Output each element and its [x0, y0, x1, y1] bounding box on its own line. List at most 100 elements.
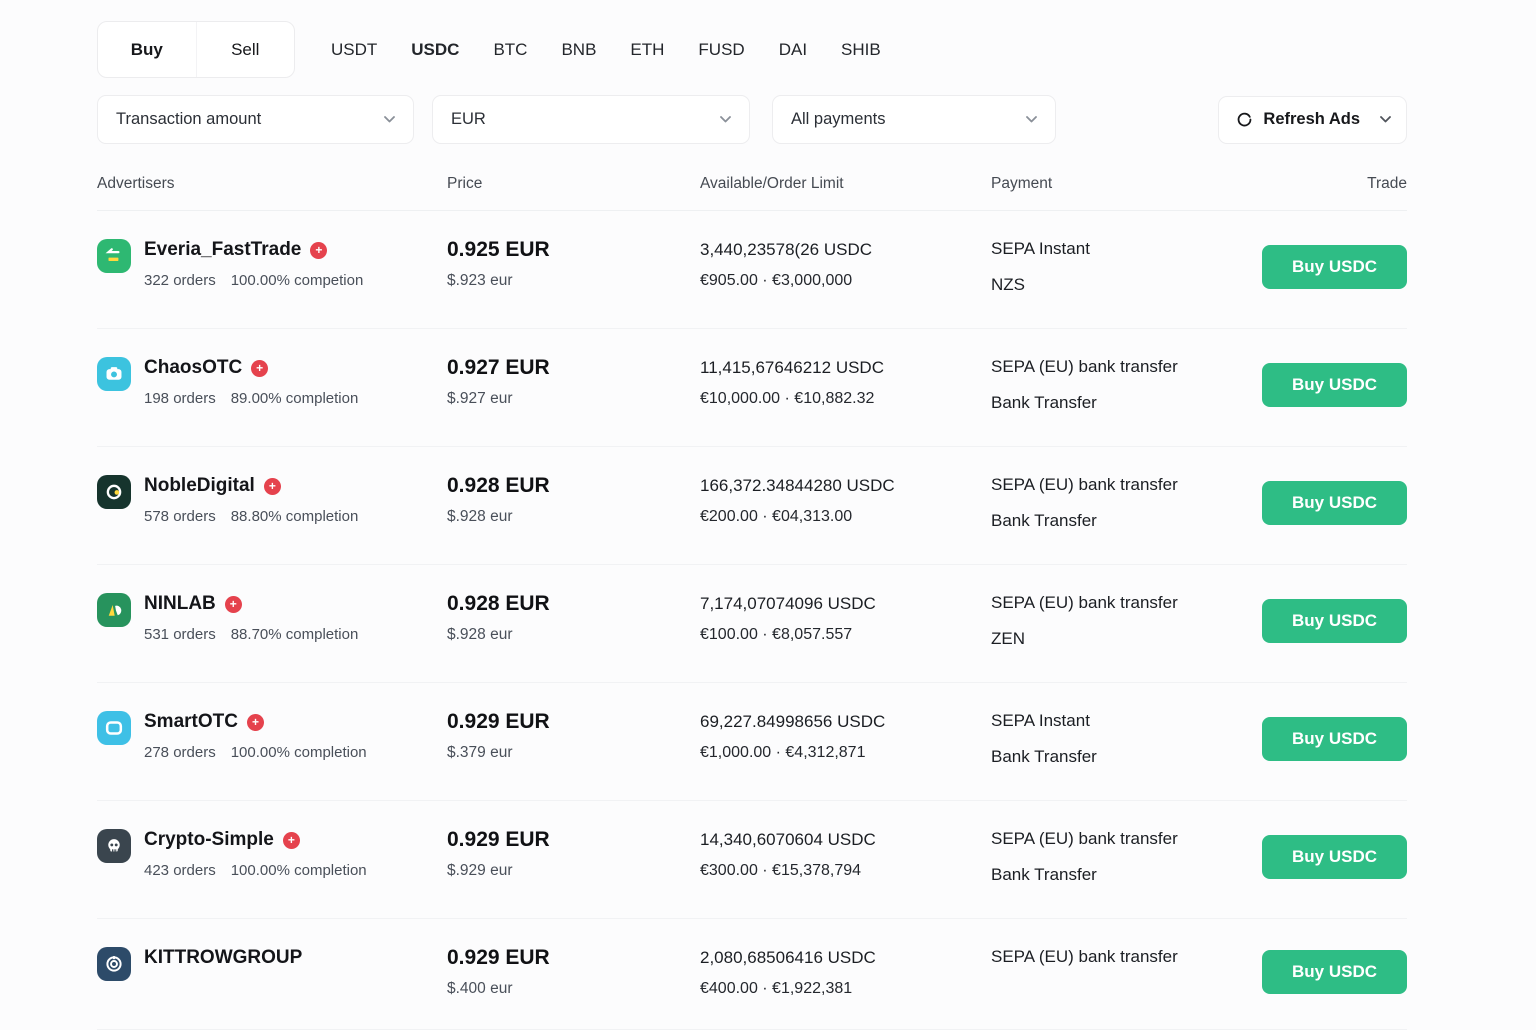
- frame-icon[interactable]: [97, 711, 131, 745]
- available-amount: 3,440,23578(26 USDC: [700, 240, 873, 259]
- buy-sell-toggle: Buy Sell: [97, 21, 295, 78]
- price-cell: 0.928 EUR $.928 eur: [447, 473, 700, 526]
- refresh-ads-button[interactable]: Refresh Ads: [1218, 95, 1407, 144]
- price-cell: 0.929 EUR $.400 eur: [447, 945, 700, 998]
- asset-tabs: USDT USDC BTC BNB ETH FUSD DAI SHIB: [331, 40, 881, 60]
- transaction-amount-dropdown[interactable]: Transaction amount: [97, 95, 414, 144]
- buy-usdc-button[interactable]: Buy USDC: [1262, 717, 1407, 761]
- price-value: 0.929 EUR: [447, 710, 550, 733]
- advertiser-cell: ChaosOTC + 198 orders 89.00% completion: [97, 355, 447, 407]
- advertiser-cell: NINLAB + 531 orders 88.70% completion: [97, 591, 447, 643]
- trade-cell: Buy USDC: [1262, 945, 1407, 998]
- available-amount: 7,174,07074096 USDC: [700, 594, 876, 613]
- advertiser-name[interactable]: Everia_FastTrade: [144, 239, 302, 260]
- price-usd-value: $.928 eur: [447, 508, 513, 525]
- camera-icon[interactable]: [97, 357, 131, 391]
- payment-method: Bank Transfer: [991, 393, 1097, 412]
- buy-usdc-button[interactable]: Buy USDC: [1262, 949, 1407, 994]
- payment-method: SEPA Instant: [991, 711, 1090, 730]
- advertiser-cell: Crypto-Simple + 423 orders 100.00% compl…: [97, 827, 447, 879]
- price-usd-value: $.923 eur: [447, 272, 513, 289]
- price-usd-value: $.929 eur: [447, 862, 513, 879]
- price-value: 0.927 EUR: [447, 356, 550, 379]
- buy-usdc-button[interactable]: Buy USDC: [1262, 363, 1407, 407]
- skull-icon[interactable]: [97, 829, 131, 863]
- order-limit: €200.00 · €04,313.00: [700, 508, 853, 525]
- orders-count: 322 orders: [144, 272, 216, 289]
- orders-count: 198 orders: [144, 390, 216, 407]
- payment-cell: SEPA (EU) bank transfer Bank Transfer: [991, 473, 1262, 533]
- payment-method: NZS: [991, 275, 1025, 294]
- payment-cell: SEPA (EU) bank transfer Bank Transfer: [991, 827, 1262, 887]
- payment-method: SEPA (EU) bank transfer: [991, 475, 1178, 494]
- header-available: Available/Order Limit: [700, 175, 844, 192]
- order-limit: €1,000.00 · €4,312,871: [700, 744, 866, 761]
- price-value: 0.925 EUR: [447, 238, 550, 261]
- asset-tab-eth[interactable]: ETH: [630, 39, 665, 59]
- price-value: 0.929 EUR: [447, 828, 550, 851]
- asset-tab-dai[interactable]: DAI: [778, 39, 808, 59]
- top-bar: Buy Sell USDT USDC BTC BNB ETH FUSD DAI SHIB: [97, 21, 1407, 78]
- order-limit: €905.00 · €3,000,000: [700, 272, 853, 289]
- buy-toggle[interactable]: Buy: [130, 39, 163, 59]
- offer-row: KITTROWGROUP 0.929 EUR $.400 eur 2,080,6…: [97, 919, 1407, 1030]
- advertiser-cell: SmartOTC + 278 orders 100.00% completion: [97, 709, 447, 761]
- buy-usdc-button[interactable]: Buy USDC: [1262, 599, 1407, 643]
- orders-count: 423 orders: [144, 862, 216, 879]
- chevron-down-icon: [1380, 116, 1391, 123]
- advertiser-stats: 578 orders 88.80% completion: [144, 508, 358, 525]
- trade-cell: Buy USDC: [1262, 709, 1407, 769]
- transfer-card-icon[interactable]: [97, 239, 131, 273]
- completion-rate: 88.80% completion: [230, 508, 359, 525]
- target-icon[interactable]: [97, 947, 131, 981]
- order-limit: €300.00 · €15,378,794: [700, 862, 862, 879]
- trade-cell: Buy USDC: [1262, 355, 1407, 415]
- price-cell: 0.929 EUR $.379 eur: [447, 709, 700, 762]
- asset-tab-usdc[interactable]: USDC: [411, 39, 460, 59]
- payment-method: Bank Transfer: [991, 865, 1097, 884]
- advertiser-name[interactable]: NINLAB: [144, 593, 216, 614]
- buy-usdc-button[interactable]: Buy USDC: [1262, 245, 1407, 289]
- advertiser-stats: 322 orders 100.00% competion: [144, 272, 363, 289]
- table-header: Advertisers Price Available/Order Limit …: [97, 175, 1407, 211]
- offer-row: NINLAB + 531 orders 88.70% completion 0.…: [97, 565, 1407, 683]
- flask-icon[interactable]: [97, 593, 131, 627]
- asset-tab-bnb[interactable]: BNB: [561, 39, 597, 59]
- trade-cell: Buy USDC: [1262, 827, 1407, 887]
- buy-usdc-button[interactable]: Buy USDC: [1262, 835, 1407, 879]
- buy-usdc-button[interactable]: Buy USDC: [1262, 481, 1407, 525]
- advertiser-name[interactable]: SmartOTC: [144, 711, 238, 732]
- refresh-icon: [1238, 112, 1252, 127]
- fiat-currency-dropdown[interactable]: EUR: [432, 95, 750, 144]
- advertiser-name[interactable]: KITTROWGROUP: [144, 947, 303, 968]
- verified-badge: +: [263, 477, 281, 495]
- price-value: 0.928 EUR: [447, 592, 550, 615]
- offer-row: Everia_FastTrade + 322 orders 100.00% co…: [97, 211, 1407, 329]
- header-advertisers: Advertisers: [97, 175, 175, 192]
- advertiser-stats: 423 orders 100.00% completion: [144, 862, 367, 879]
- available-amount: 166,372.34844280 USDC: [700, 476, 895, 495]
- payment-method: SEPA (EU) bank transfer: [991, 947, 1178, 966]
- ring-logo-icon[interactable]: [97, 475, 131, 509]
- payment-method: SEPA Instant: [991, 239, 1090, 258]
- payment-method: SEPA (EU) bank transfer: [991, 357, 1178, 376]
- asset-tab-btc[interactable]: BTC: [493, 39, 528, 59]
- advertiser-name[interactable]: ChaosOTC: [144, 357, 243, 378]
- advertiser-name[interactable]: NobleDigital: [144, 475, 255, 496]
- available-amount: 69,227.84998656 USDC: [700, 712, 886, 731]
- asset-tab-shib[interactable]: SHIB: [841, 39, 881, 59]
- trade-cell: Buy USDC: [1262, 237, 1407, 297]
- available-cell: 166,372.34844280 USDC €200.00 · €04,313.…: [700, 473, 991, 526]
- payment-cell: SEPA (EU) bank transfer Bank Transfer: [991, 355, 1262, 415]
- p2p-market-page: Buy Sell USDT USDC BTC BNB ETH FUSD DAI SHIB Tr…: [97, 0, 1407, 1030]
- available-amount: 2,080,68506416 USDC: [700, 948, 876, 967]
- price-value: 0.928 EUR: [447, 474, 550, 497]
- asset-tab-usdt[interactable]: USDT: [331, 39, 378, 59]
- order-limit: €100.00 · €8,057.557: [700, 626, 853, 643]
- payments-dropdown[interactable]: All payments: [772, 95, 1056, 144]
- available-cell: 3,440,23578(26 USDC €905.00 · €3,000,000: [700, 237, 991, 290]
- sell-toggle[interactable]: Sell: [195, 22, 295, 77]
- asset-tab-fusd[interactable]: FUSD: [698, 39, 745, 59]
- advertiser-name[interactable]: Crypto-Simple: [144, 829, 274, 850]
- available-cell: 11,415,67646212 USDC €10,000.00 · €10,88…: [700, 355, 991, 408]
